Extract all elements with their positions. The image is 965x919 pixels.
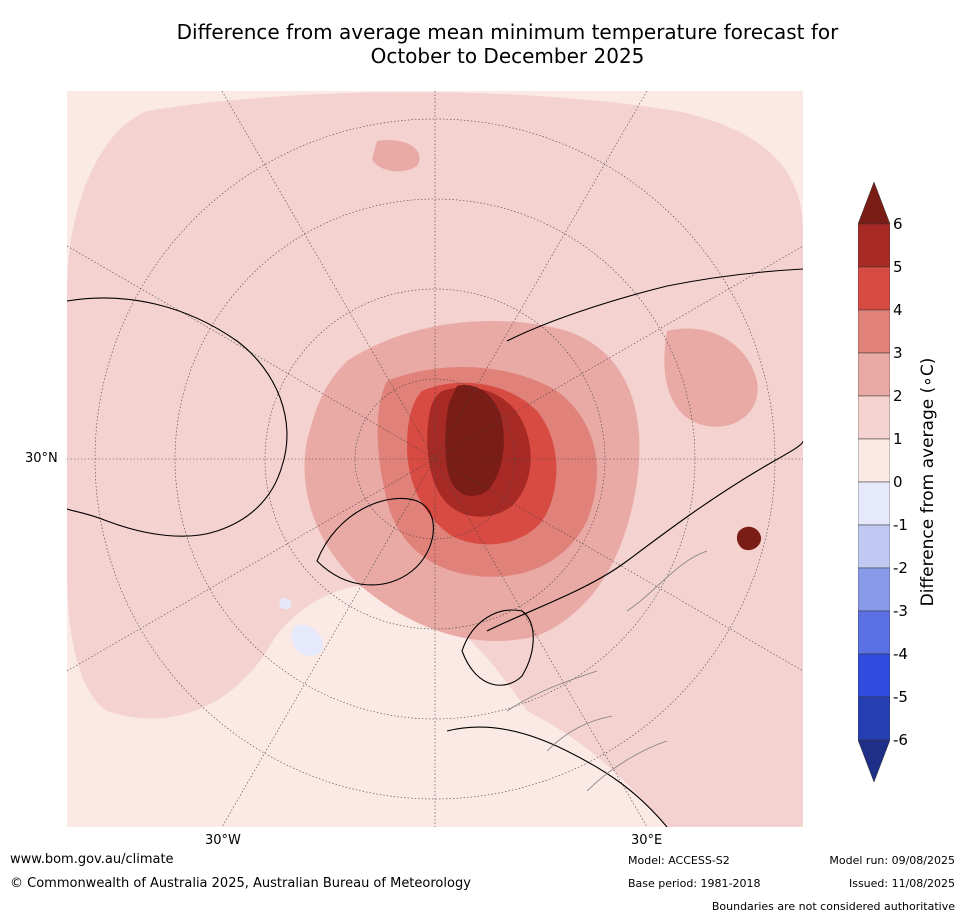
anomaly-2-3-east bbox=[664, 328, 758, 427]
colorbar-tick-label: -4 bbox=[893, 645, 908, 663]
colorbar-tick-label: 6 bbox=[893, 215, 903, 233]
coastline-north-america bbox=[67, 297, 288, 537]
colorbar-title: Difference from average (∘C) bbox=[918, 357, 938, 607]
anomaly-above-6-region bbox=[445, 385, 504, 496]
chart-title: Difference from average mean minimum tem… bbox=[60, 20, 955, 68]
anomaly-2-3-pacific bbox=[372, 140, 420, 172]
border-line bbox=[506, 670, 598, 712]
longitude-label-30e: 30°E bbox=[631, 833, 663, 848]
colorbar-tick-label: 0 bbox=[893, 473, 903, 491]
colorbar-bin bbox=[857, 438, 891, 483]
footer-disclaimer: Boundaries are not considered authoritat… bbox=[711, 900, 955, 913]
latitude-label-30n: 30°N bbox=[25, 451, 58, 466]
colorbar-tick-label: 3 bbox=[893, 344, 903, 362]
title-line-2: October to December 2025 bbox=[370, 44, 645, 68]
footer-website[interactable]: www.bom.gov.au/climate bbox=[10, 852, 174, 867]
title-line-1: Difference from average mean minimum tem… bbox=[176, 20, 839, 44]
colorbar-tick-label: 5 bbox=[893, 258, 903, 276]
coastline-scandinavia bbox=[461, 609, 534, 686]
colorbar-bin bbox=[857, 567, 891, 612]
colorbar-bin bbox=[857, 653, 891, 698]
border-line bbox=[586, 740, 668, 792]
footer-copyright: © Commonwealth of Australia 2025, Austra… bbox=[10, 876, 471, 891]
colorbar-tick-label: -2 bbox=[893, 559, 908, 577]
anomaly-1-2-region-west bbox=[67, 288, 297, 515]
colorbar-bin bbox=[857, 309, 891, 354]
colorbar-tick-label: 1 bbox=[893, 430, 903, 448]
colorbar-tick-label: -3 bbox=[893, 602, 908, 620]
border-line bbox=[626, 550, 708, 612]
coastline-eurasia bbox=[486, 440, 803, 632]
colorbar-tick-label: -6 bbox=[893, 731, 908, 749]
colorbar-bin bbox=[857, 481, 891, 526]
coastline-greenland bbox=[316, 497, 434, 586]
polar-map bbox=[67, 91, 803, 827]
colorbar-tick-label: 2 bbox=[893, 387, 903, 405]
colorbar bbox=[857, 181, 891, 783]
longitude-label-30w: 30°W bbox=[205, 833, 241, 848]
country-borders bbox=[506, 550, 708, 792]
colorbar-above-arrow bbox=[857, 181, 891, 225]
colorbar-bin bbox=[857, 610, 891, 655]
colorbar-tick-label: -1 bbox=[893, 516, 908, 534]
colorbar-bin bbox=[857, 696, 891, 741]
colorbar-bin bbox=[857, 352, 891, 397]
anomaly-cool-patch-2 bbox=[279, 598, 292, 610]
graticule bbox=[67, 91, 803, 827]
coastlines bbox=[67, 268, 803, 827]
colorbar-tick-label: 4 bbox=[893, 301, 903, 319]
colorbar-bin bbox=[857, 266, 891, 311]
colorbar-below-arrow bbox=[857, 739, 891, 783]
footer-base-period: Base period: 1981-2018 bbox=[628, 877, 761, 890]
footer-model-run: Model run: 09/08/2025 bbox=[829, 854, 955, 867]
colorbar-bin bbox=[857, 524, 891, 569]
border-line bbox=[546, 715, 613, 752]
footer-issued: Issued: 11/08/2025 bbox=[848, 877, 955, 890]
meridian-line bbox=[221, 91, 648, 827]
anomaly-cool-patch-1 bbox=[291, 624, 323, 656]
latitude-ring bbox=[264, 288, 606, 630]
colorbar-bin bbox=[857, 223, 891, 268]
colorbar-bin bbox=[857, 395, 891, 440]
coastline-europe-south bbox=[446, 726, 668, 827]
colorbar-tick-label: -5 bbox=[893, 688, 908, 706]
anomaly-hotspot-east bbox=[736, 526, 762, 551]
footer-model: Model: ACCESS-S2 bbox=[628, 854, 730, 867]
coastline-siberia-north bbox=[506, 268, 803, 342]
